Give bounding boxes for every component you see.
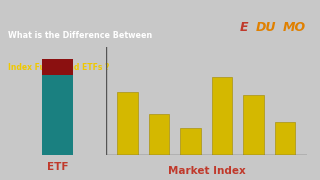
Bar: [149, 114, 169, 155]
Bar: [42, 59, 73, 75]
Text: What is the Difference Between: What is the Difference Between: [8, 31, 152, 40]
Bar: [180, 128, 201, 155]
Bar: [42, 75, 73, 155]
Text: E: E: [240, 21, 249, 34]
Bar: [275, 122, 295, 155]
Bar: [212, 77, 232, 155]
Text: MO: MO: [283, 21, 306, 34]
Bar: [244, 95, 264, 155]
Text: DU: DU: [256, 21, 276, 34]
Text: Market Index: Market Index: [168, 166, 245, 176]
Bar: [117, 92, 138, 155]
Text: ETF: ETF: [47, 162, 68, 172]
Text: Index Funds and ETFs ?: Index Funds and ETFs ?: [8, 63, 110, 72]
